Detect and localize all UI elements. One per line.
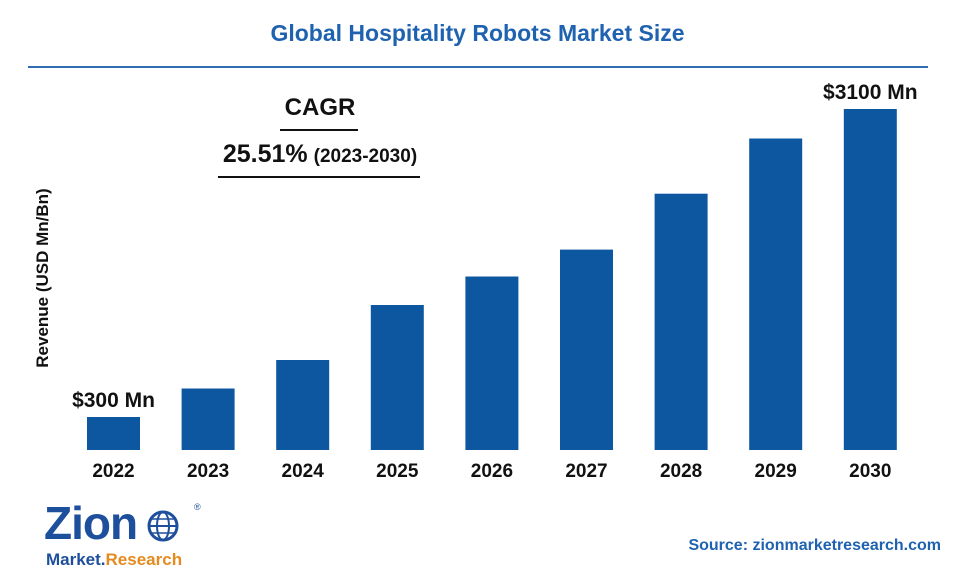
logo-research: Research [105,550,183,569]
data-label-2030: $3100 Mn [823,81,918,104]
logo-market: Market. [46,550,106,569]
chart-title: Global Hospitality Robots Market Size [270,20,685,46]
x-tick-label-2027: 2027 [565,461,607,482]
globe-icon [147,510,179,542]
logo-subtitle: Market.Research [46,550,182,570]
cagr-underline [280,129,358,131]
x-tick-label-2026: 2026 [471,461,513,482]
x-tick-label-2029: 2029 [755,461,797,482]
registered-mark: ® [194,502,201,512]
title-divider [28,66,928,68]
bar-2029 [749,138,803,450]
cagr-period: (2023-2030) [313,146,418,167]
zion-logo: Zion ® Market.Research [44,500,204,574]
bar-2022 [87,417,140,450]
bar-2027 [560,249,613,450]
source-credit: Source: zionmarketresearch.com [688,537,941,554]
x-tick-label-2025: 2025 [376,461,419,482]
cagr-label: CAGR [284,94,356,121]
bar-2024 [276,360,330,450]
data-label-2022: $300 Mn [72,389,155,412]
x-tick-label-2028: 2028 [660,461,702,482]
bar-2023 [181,388,235,450]
cagr-value: 25.51% [222,140,308,168]
cagr-line: 25.51% (2023-2030) [170,140,470,169]
bar-2025 [370,305,424,450]
bar-2028 [654,193,708,450]
x-tick-label-2024: 2024 [282,461,325,482]
cagr-divider [218,176,420,178]
x-tick-label-2030: 2030 [849,461,891,482]
x-tick-label-2023: 2023 [187,461,229,482]
bar-2026 [465,276,519,450]
bar-2030 [843,109,897,450]
x-tick-label-2022: 2022 [92,461,134,482]
logo-wordmark: Zion [44,497,138,549]
